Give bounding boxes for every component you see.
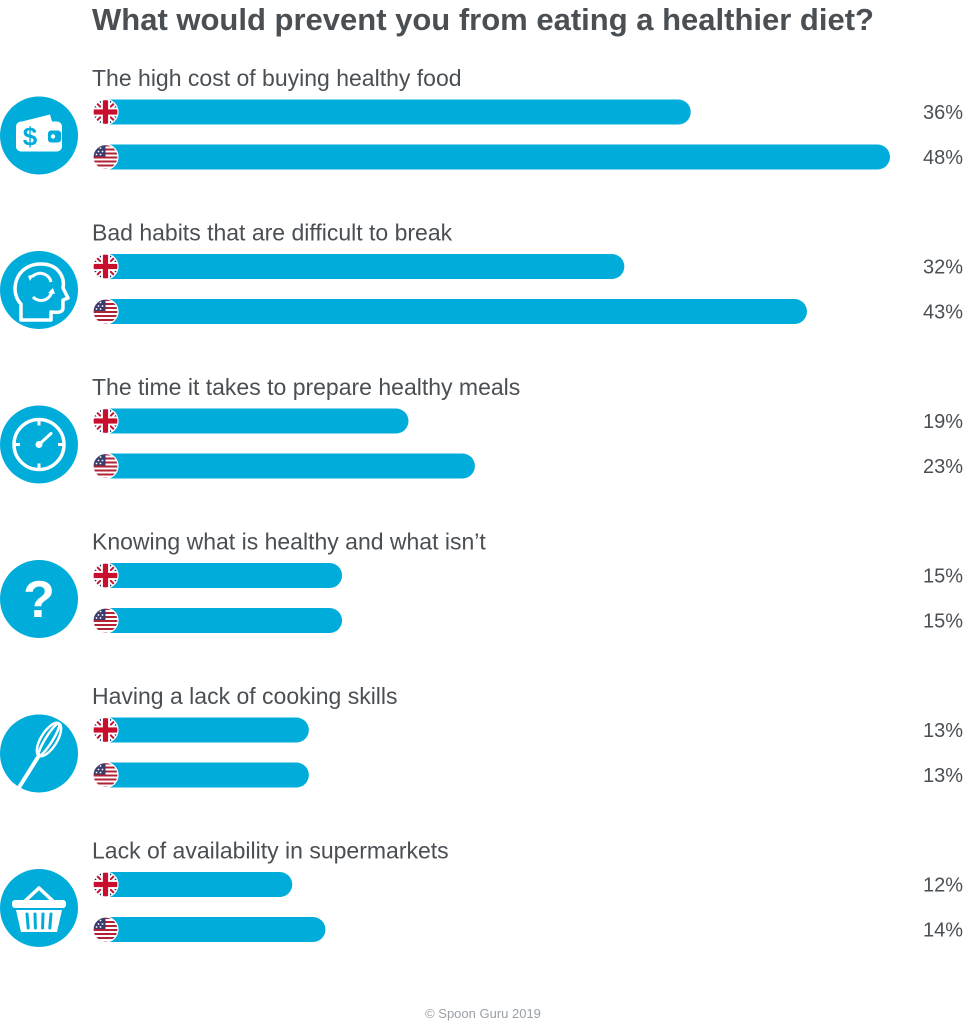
category-label: Lack of availability in supermarkets [92,838,449,864]
value-label: 36% [923,102,963,124]
uk-bar [93,254,625,279]
svg-text:?: ? [23,571,55,629]
basket-icon [0,869,78,947]
uk-bar [93,99,691,125]
value-label: 15% [923,611,963,633]
value-label: 23% [923,456,963,478]
value-label: 14% [923,920,963,942]
category-label: Having a lack of cooking skills [92,683,398,709]
us-bar [93,453,475,479]
copyright-footer: © Spoon Guru 2019 [425,1006,541,1021]
category-label: Knowing what is healthy and what isn’t [92,529,486,555]
uk-bar [93,408,409,434]
head-icon [0,251,78,329]
value-label: 13% [923,765,963,787]
us-bar [93,762,309,788]
value-label: 32% [923,257,963,279]
category-label: The time it takes to prepare healthy mea… [92,374,520,400]
category-group: Lack of availability in supermarkets 12% 1… [0,838,963,947]
us-bar [93,917,326,942]
question-icon: ? [0,560,78,638]
clock-icon [0,405,78,484]
category-label: Bad habits that are difficult to break [92,220,453,246]
uk-bar [93,717,309,743]
us-bar [93,299,807,324]
value-label: 43% [923,302,963,324]
category-group: Having a lack of cooking skills 13% 13% [0,683,963,793]
svg-text:$: $ [23,122,38,152]
chart-title: What would prevent you from eating a hea… [92,2,874,37]
uk-bar [93,563,343,588]
whisk-icon [0,714,78,793]
us-bar [93,608,343,633]
us-bar [93,144,890,170]
value-label: 15% [923,566,963,588]
wallet-icon: $ [0,96,78,175]
category-group: Knowing what is healthy and what isn’t? 1… [0,529,963,638]
category-group: The high cost of buying healthy food $36%… [0,65,963,175]
category-group: Bad habits that are difficult to break 32… [0,220,963,329]
value-label: 12% [923,875,963,897]
value-label: 19% [923,411,963,433]
category-label: The high cost of buying healthy food [92,65,462,91]
value-label: 13% [923,720,963,742]
uk-bar [93,872,293,897]
value-label: 48% [923,147,963,169]
category-group: The time it takes to prepare healthy mea… [0,374,963,484]
